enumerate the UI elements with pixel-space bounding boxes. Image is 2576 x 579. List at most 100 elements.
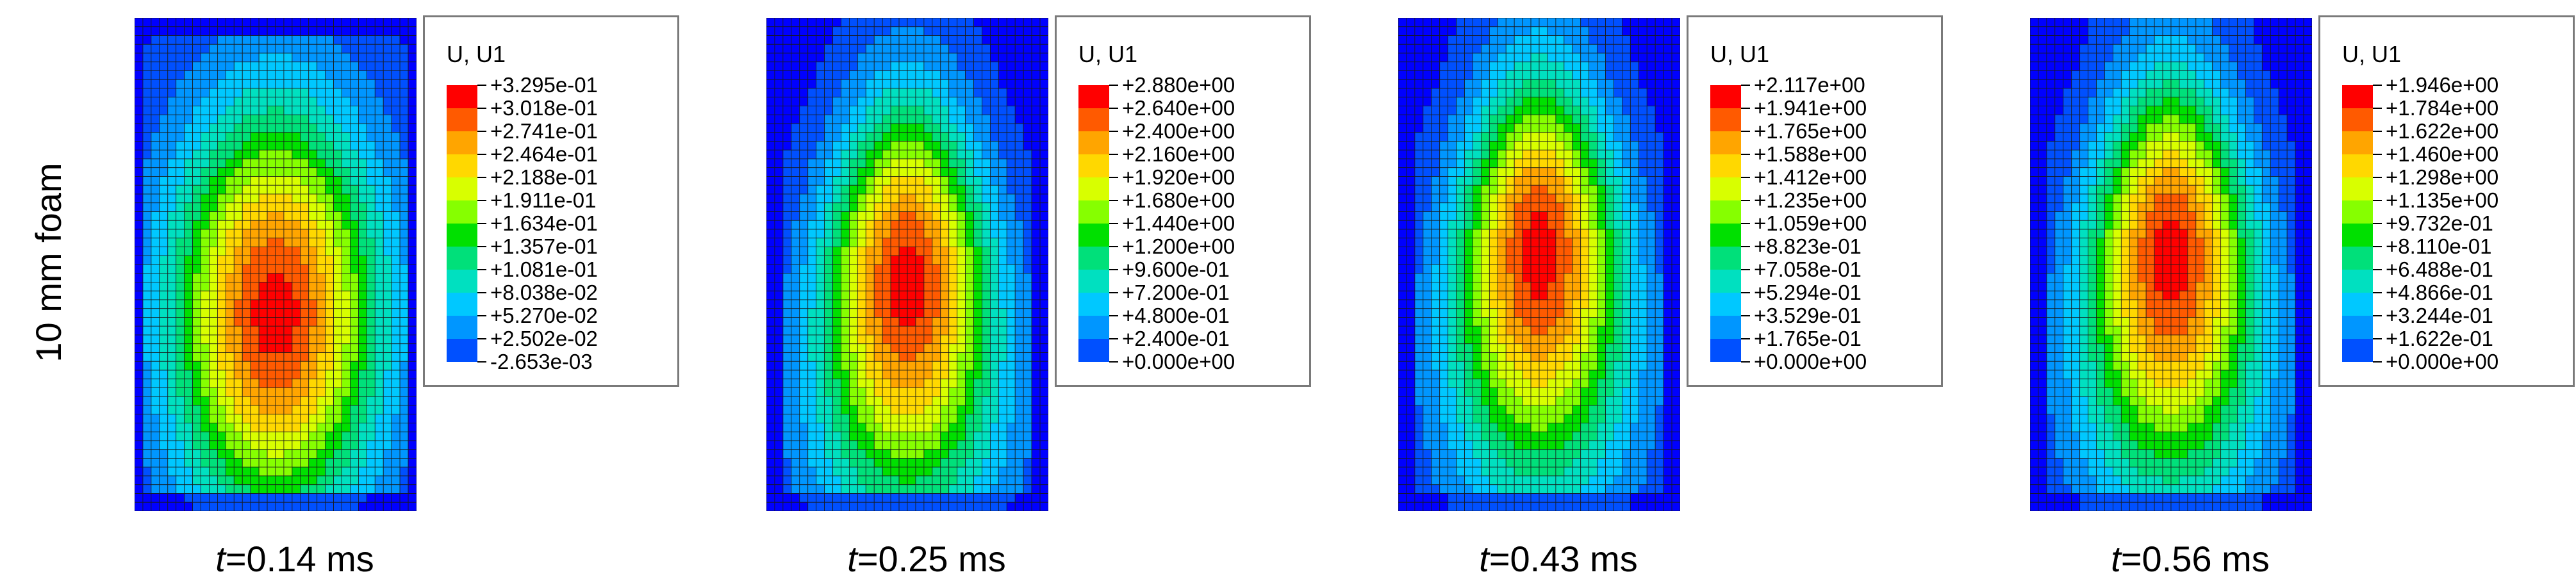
- mesh-cell: [816, 124, 825, 133]
- legend-value: +9.600e-01: [1122, 257, 1230, 281]
- mesh-cell: [1032, 476, 1040, 485]
- mesh-cell: [775, 159, 783, 168]
- mesh-cell: [766, 291, 775, 300]
- mesh-cell: [309, 476, 317, 485]
- mesh-cell: [816, 194, 825, 203]
- mesh-cell: [242, 88, 251, 97]
- mesh-cell: [841, 238, 849, 247]
- mesh-cell: [957, 291, 966, 300]
- mesh-cell: [1523, 71, 1531, 80]
- mesh-cell: [358, 238, 367, 247]
- mesh-cell: [916, 185, 924, 194]
- mesh-cell: [209, 88, 217, 97]
- mesh-cell: [358, 494, 367, 503]
- mesh-cell: [1630, 115, 1639, 124]
- mesh-cell: [350, 502, 358, 511]
- mesh-cell: [143, 450, 151, 459]
- mesh-cell: [791, 168, 800, 177]
- mesh-cell: [1448, 256, 1457, 265]
- mesh-cell: [866, 432, 874, 441]
- mesh-cell: [990, 18, 998, 27]
- mesh-cell: [990, 335, 998, 344]
- mesh-cell: [350, 97, 358, 106]
- mesh-cell: [143, 177, 151, 186]
- mesh-cell: [1548, 177, 1556, 186]
- mesh-cell: [1398, 79, 1407, 88]
- mesh-cell: [932, 194, 941, 203]
- mesh-cell: [1007, 142, 1015, 151]
- mesh-cell: [849, 291, 857, 300]
- mesh-cell: [990, 441, 998, 450]
- mesh-cell: [1647, 27, 1655, 36]
- mesh-cell: [899, 238, 907, 247]
- mesh-cell: [957, 36, 966, 45]
- mesh-cell: [833, 485, 841, 494]
- mesh-cell: [1539, 265, 1548, 273]
- mesh-cell: [1514, 256, 1523, 265]
- mesh-cell: [193, 229, 201, 238]
- mesh-cell: [176, 300, 185, 309]
- mesh-cell: [201, 494, 210, 503]
- mesh-cell: [982, 18, 990, 27]
- mesh-cell: [342, 273, 351, 282]
- mesh-cell: [1007, 318, 1015, 327]
- mesh-cell: [135, 494, 143, 503]
- mesh-cell: [1465, 53, 1473, 62]
- mesh-cell: [916, 115, 924, 124]
- mesh-cell: [998, 265, 1007, 273]
- mesh-cell: [957, 247, 966, 256]
- mesh-cell: [1040, 300, 1048, 309]
- mesh-cell: [957, 168, 966, 177]
- legend-value: +1.634e-01: [490, 211, 598, 235]
- mesh-cell: [941, 450, 949, 459]
- mesh-cell: [791, 18, 800, 27]
- mesh-cell: [866, 203, 874, 212]
- mesh-cell: [193, 459, 201, 468]
- mesh-cell: [974, 150, 982, 159]
- mesh-cell: [1514, 106, 1523, 115]
- mesh-cell: [276, 36, 284, 45]
- mesh-cell: [1630, 150, 1639, 159]
- mesh-cell: [185, 353, 193, 362]
- mesh-cell: [1457, 203, 1465, 212]
- mesh-cell: [800, 212, 808, 221]
- mesh-cell: [907, 44, 916, 53]
- mesh-cell: [1498, 229, 1506, 238]
- mesh-cell: [392, 53, 400, 62]
- mesh-cell: [383, 79, 392, 88]
- mesh-cell: [160, 309, 168, 318]
- mesh-cell: [1531, 27, 1539, 36]
- mesh-cell: [1023, 265, 1032, 273]
- mesh-cell: [1440, 256, 1448, 265]
- mesh-cell: [334, 485, 342, 494]
- mesh-cell: [882, 502, 891, 511]
- mesh-cell: [251, 450, 259, 459]
- mesh-cell: [1489, 256, 1498, 265]
- mesh-cell: [201, 273, 210, 282]
- mesh-cell: [1448, 44, 1457, 53]
- mesh-cell: [957, 79, 966, 88]
- mesh-cell: [882, 36, 891, 45]
- mesh-cell: [259, 467, 267, 476]
- mesh-cell: [924, 379, 932, 388]
- mesh-cell: [185, 335, 193, 344]
- mesh-cell: [800, 273, 808, 282]
- mesh-cell: [193, 485, 201, 494]
- mesh-cell: [309, 36, 317, 45]
- mesh-cell: [949, 459, 957, 468]
- mesh-cell: [1415, 212, 1423, 221]
- mesh-cell: [1032, 282, 1040, 291]
- mesh-cell: [899, 300, 907, 309]
- mesh-cell: [143, 265, 151, 273]
- mesh-cell: [392, 71, 400, 80]
- mesh-cell: [309, 177, 317, 186]
- mesh-cell: [217, 159, 226, 168]
- mesh-cell: [1415, 97, 1423, 106]
- mesh-cell: [1481, 185, 1489, 194]
- mesh-cell: [899, 168, 907, 177]
- mesh-cell: [1622, 203, 1630, 212]
- mesh-cell: [1473, 212, 1481, 221]
- mesh-cell: [849, 88, 857, 97]
- mesh-cell: [1423, 159, 1432, 168]
- mesh-cell: [899, 247, 907, 256]
